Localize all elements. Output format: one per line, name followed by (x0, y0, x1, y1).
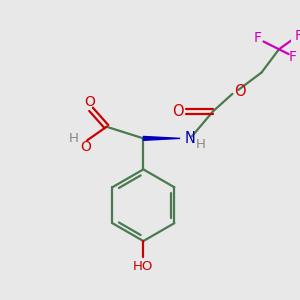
Text: H: H (196, 138, 206, 151)
Text: F: F (289, 50, 296, 64)
Text: O: O (172, 104, 184, 119)
Text: HO: HO (133, 260, 154, 273)
Text: O: O (234, 84, 246, 99)
Text: O: O (80, 140, 91, 154)
Text: N: N (185, 131, 196, 146)
Text: H: H (69, 132, 79, 145)
Text: F: F (254, 31, 262, 45)
Text: O: O (85, 94, 95, 109)
Polygon shape (143, 136, 180, 140)
Text: F: F (294, 29, 300, 43)
